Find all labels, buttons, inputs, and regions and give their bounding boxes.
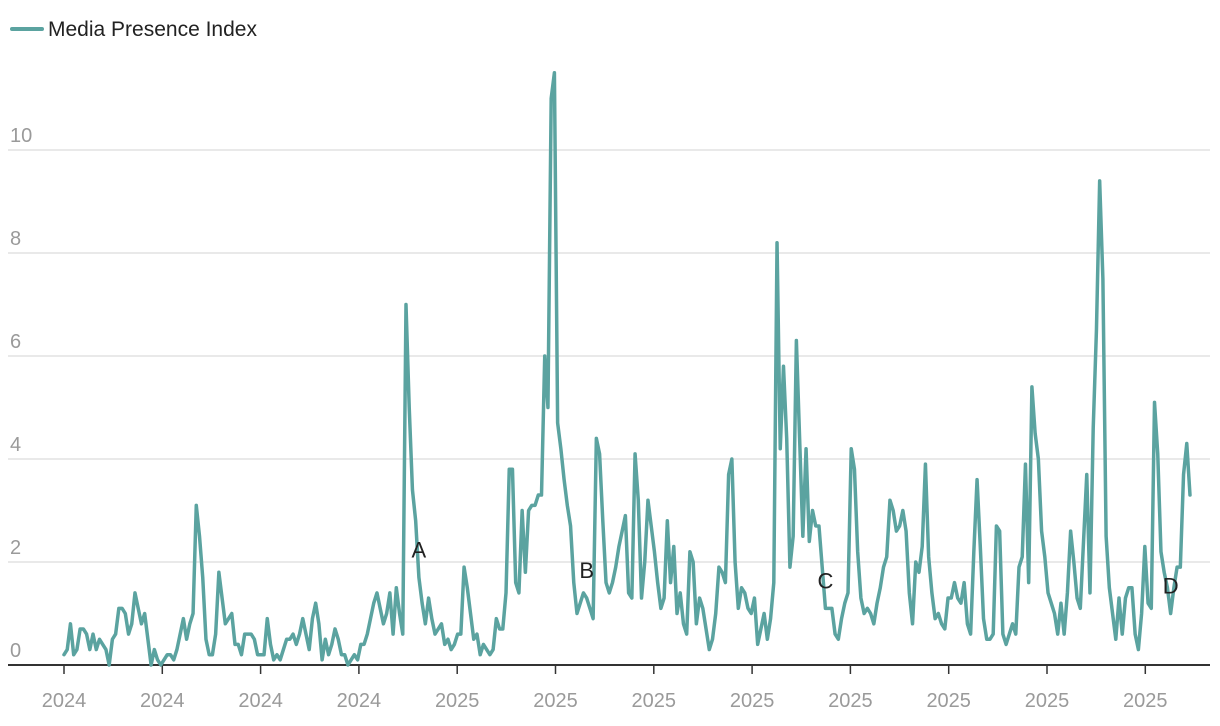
x-tick-label-2: 2024 [238,690,283,712]
x-tick-label-9: 2025 [926,690,971,712]
peak-annotations: A B C D [412,537,1179,598]
x-tick-label-5: 2025 [533,690,578,712]
y-tick-label-10: 10 [10,125,32,147]
y-tick-label-4: 4 [10,434,21,456]
annotation-b: B [579,558,594,583]
y-tick-label-8: 8 [10,228,21,250]
x-tick-label-11: 2025 [1123,690,1168,712]
legend-label: Media Presence Index [48,18,257,41]
series-line-media-presence-index [62,71,1192,667]
x-tick-label-1: 2024 [140,690,185,712]
y-axis: 0 2 4 6 8 10 [10,125,32,662]
x-tick-labels: 2024 2024 2024 2024 2025 2025 2025 2025 2025 2025… [42,665,1168,712]
annotation-d: D [1163,574,1179,599]
x-tick-label-6: 2025 [632,690,677,712]
x-tick-label-10: 2025 [1025,690,1070,712]
x-tick-label-0: 2024 [42,690,87,712]
annotation-c: C [817,568,833,593]
x-tick-label-4: 2025 [435,690,480,712]
x-tick-label-7: 2025 [730,690,775,712]
y-tick-label-2: 2 [10,537,21,559]
y-tick-label-0: 0 [10,640,21,662]
y-grid [8,149,1210,563]
x-tick-label-3: 2024 [337,690,382,712]
legend: Media Presence Index [10,18,257,41]
y-tick-label-6: 6 [10,331,21,353]
x-tick-label-8: 2025 [828,690,873,712]
annotation-a: A [412,537,427,562]
